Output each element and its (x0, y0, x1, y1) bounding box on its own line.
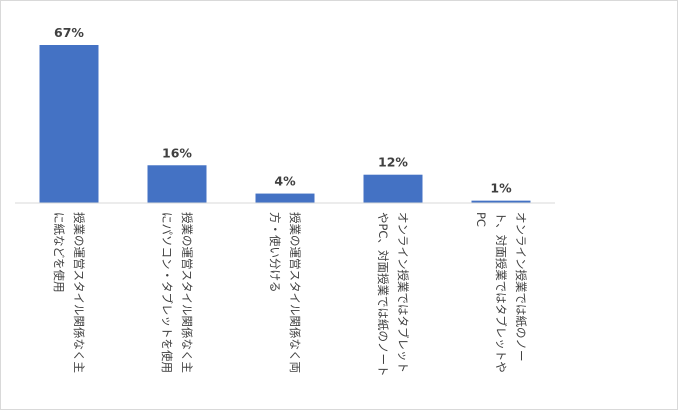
category-label-2-line-1: 方・使い分ける (268, 212, 282, 293)
bar-3 (363, 174, 423, 203)
bars-group (39, 45, 531, 203)
bar-0 (39, 45, 99, 203)
bar-4 (471, 200, 531, 203)
category-label-0-line-0: 授業の運営スタイル関係なく主 (72, 212, 86, 373)
category-label-4-line-1: ト、対面授業ではタブレットや (494, 212, 508, 373)
bar-1 (147, 165, 207, 203)
data-label-1: 16% (162, 145, 192, 160)
category-label-1-line-1: にパソコン・タブレットを使用 (160, 212, 174, 373)
data-labels-group: 67% 16% 4% 12% 1% (54, 25, 512, 196)
category-label-1-line-0: 授業の運営スタイル関係なく主 (180, 212, 194, 373)
bar-2 (255, 193, 315, 203)
category-label-4-line-0: オンライン授業では紙のノー (514, 212, 528, 362)
data-label-4: 1% (490, 181, 512, 196)
data-label-3: 12% (378, 155, 408, 170)
data-label-0: 67% (54, 25, 84, 40)
category-label-2-line-0: 授業の運営スタイル関係なく両 (288, 212, 302, 373)
category-label-3-line-1: やPC、対面授業では紙のノート (376, 212, 390, 376)
data-label-2: 4% (274, 174, 296, 189)
category-label-0-line-1: に紙などを使用 (52, 212, 66, 293)
category-label-4-line-2: PC (474, 212, 488, 227)
category-label-3-line-0: オンライン授業ではタブレット (396, 212, 410, 373)
